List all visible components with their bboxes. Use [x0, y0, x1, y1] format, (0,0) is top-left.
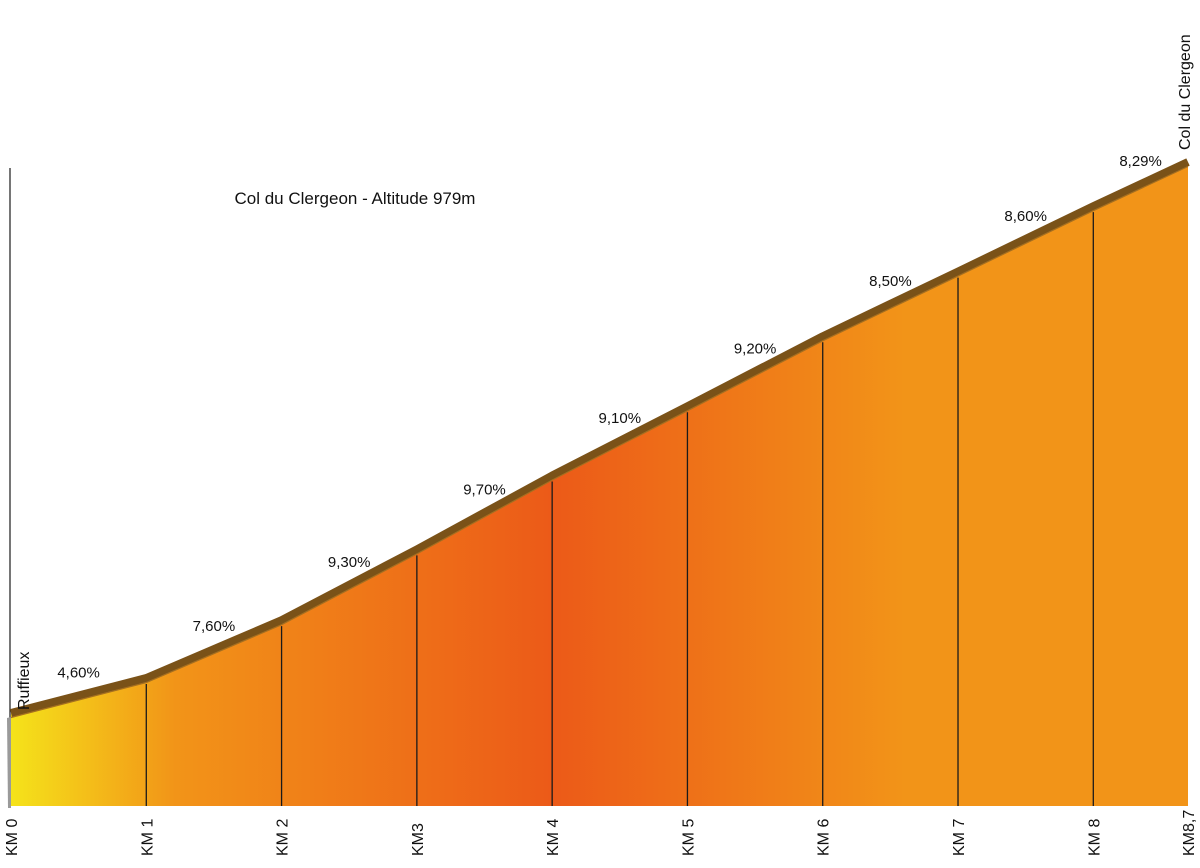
- profile-top-line-layer: [9, 158, 1190, 719]
- km-tick-label-1: KM 1: [139, 819, 156, 856]
- gradient-label-3: 9,70%: [463, 482, 506, 499]
- gradient-label-layer: 4,60% 7,60% 9,30% 9,70% 9,10% 9,20% 8,50% 8,60%…: [57, 153, 1162, 681]
- km-tick-label-6: KM 6: [816, 819, 833, 856]
- profile-area-layer: [11, 162, 1188, 806]
- profile-area: [11, 162, 1188, 806]
- km-tick-label-2: KM 2: [275, 819, 292, 856]
- end-place-label: Col du Clergeon: [1177, 34, 1194, 150]
- km-separator-layer: [145, 212, 1094, 806]
- gradient-label-7: 8,60%: [1004, 208, 1047, 225]
- km-tick-label-5: KM 5: [680, 819, 697, 856]
- gradient-label-1: 7,60%: [193, 618, 236, 635]
- km-tick-label-4: KM 4: [545, 819, 562, 856]
- km-tick-label-7: KM 7: [951, 819, 968, 856]
- gradient-label-0: 4,60%: [57, 665, 100, 682]
- base-shadow: [7, 717, 11, 808]
- gradient-label-6: 8,50%: [869, 273, 912, 290]
- profile-top-line: [9, 158, 1190, 717]
- profile-base-layer: [7, 717, 11, 808]
- gradient-label-4: 9,10%: [599, 410, 642, 427]
- chart-title: Col du Clergeon - Altitude 979m: [235, 189, 476, 208]
- km-tick-label-9: KM8,7: [1181, 810, 1198, 856]
- km-tick-label-8: KM 8: [1086, 819, 1103, 856]
- gradient-label-2: 9,30%: [328, 554, 371, 571]
- km-tick-label-0: KM 0: [4, 819, 21, 856]
- gradient-label-8: 8,29%: [1119, 153, 1162, 170]
- gradient-label-5: 9,20%: [734, 340, 777, 357]
- profile-top-line-edge: [10, 165, 1189, 719]
- km-tick-label-layer: KM 0 KM 1 KM 2 KM3 KM 4 KM 5 KM 6 KM 7 KM 8 KM8,7: [4, 810, 1198, 856]
- start-place-label: Ruffieux: [16, 652, 33, 710]
- km-tick-label-3: KM3: [410, 823, 427, 856]
